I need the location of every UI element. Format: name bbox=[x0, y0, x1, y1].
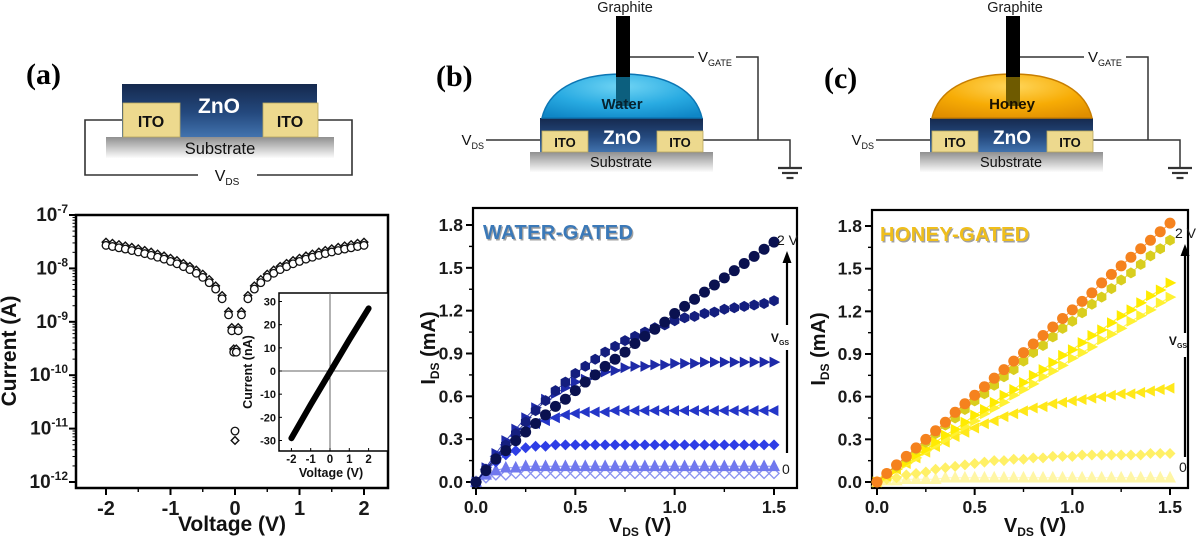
svg-text:0: 0 bbox=[782, 461, 790, 477]
svg-text:0.6: 0.6 bbox=[439, 386, 464, 406]
svg-text:Current (nA): Current (nA) bbox=[241, 335, 255, 409]
svg-text:-2: -2 bbox=[286, 454, 296, 466]
svg-text:-20: -20 bbox=[260, 412, 276, 424]
svg-text:10-9: 10-9 bbox=[36, 309, 68, 333]
svg-text:ITO: ITO bbox=[277, 114, 303, 131]
svg-text:2: 2 bbox=[365, 454, 371, 466]
svg-text:ZnO: ZnO bbox=[198, 95, 240, 118]
panel-c-label: (c) bbox=[824, 62, 858, 95]
svg-text:-1: -1 bbox=[306, 454, 317, 466]
svg-text:10-7: 10-7 bbox=[36, 202, 68, 226]
svg-text:1.5: 1.5 bbox=[439, 258, 464, 278]
honey-gated-title: HONEY-GATED bbox=[880, 224, 1030, 246]
panel-a-label: (a) bbox=[26, 58, 61, 91]
svg-text:Water: Water bbox=[601, 96, 642, 113]
svg-text:ZnO: ZnO bbox=[603, 128, 641, 149]
svg-text:VGATE: VGATE bbox=[1088, 49, 1122, 68]
svg-text:0.0: 0.0 bbox=[439, 472, 464, 492]
svg-text:Substrate: Substrate bbox=[185, 140, 256, 158]
svg-text:Voltage (V): Voltage (V) bbox=[178, 513, 286, 536]
svg-text:0.0: 0.0 bbox=[464, 497, 489, 517]
svg-text:30: 30 bbox=[264, 296, 276, 308]
water-gated-title: WATER-GATED bbox=[483, 222, 634, 244]
device-schematic-water-gated: Graphite Water ZnO ITO ITO Substrate VDS VGATE bbox=[461, 0, 802, 180]
device-schematic-honey-gated: Graphite Honey ZnO ITO ITO Substrate VDS VGATE bbox=[851, 0, 1192, 180]
svg-text:-10: -10 bbox=[260, 389, 276, 401]
svg-text:1: 1 bbox=[346, 454, 353, 466]
device-schematic-two-terminal: ZnO ITO ITO Substrate VDS bbox=[84, 84, 353, 188]
svg-text:0.3: 0.3 bbox=[439, 429, 464, 449]
svg-text:VDS (V): VDS (V) bbox=[1004, 515, 1066, 539]
iv-log-chart: -2 -1 0 1 210-710-810-910-1010-1110-12Voltag… bbox=[0, 202, 390, 536]
svg-text:0.0: 0.0 bbox=[838, 472, 863, 492]
svg-text:2 V: 2 V bbox=[777, 232, 799, 248]
svg-text:VGS: VGS bbox=[1169, 334, 1187, 350]
svg-text:ITO: ITO bbox=[138, 114, 164, 131]
svg-text:Substrate: Substrate bbox=[980, 155, 1042, 171]
honey-gated-output-chart: 0.0 0.5 1.0 1.5 0.0 0.3 0.6 0.9 1.2 1.5 1.8 VDS (V)… bbox=[808, 208, 1197, 539]
water-gated-output-chart: 0.0 0.5 1.0 1.5 0.0 0.3 0.6 0.9 1.2 1.5 1.8 VDS (V)… bbox=[418, 206, 799, 539]
svg-text:ITO: ITO bbox=[1059, 135, 1080, 150]
svg-text:10: 10 bbox=[264, 343, 276, 355]
svg-text:1.5: 1.5 bbox=[838, 259, 863, 279]
svg-text:1: 1 bbox=[294, 498, 305, 520]
svg-text:10-12: 10-12 bbox=[30, 469, 69, 493]
svg-text:Graphite: Graphite bbox=[987, 0, 1043, 16]
svg-text:0.9: 0.9 bbox=[838, 344, 863, 364]
svg-text:0: 0 bbox=[229, 498, 240, 520]
svg-text:ITO: ITO bbox=[669, 135, 690, 150]
svg-text:Substrate: Substrate bbox=[590, 155, 652, 171]
svg-text:0.3: 0.3 bbox=[838, 429, 863, 449]
svg-text:10-10: 10-10 bbox=[30, 362, 69, 386]
svg-text:VDS: VDS bbox=[851, 132, 874, 151]
svg-text:1.8: 1.8 bbox=[838, 216, 863, 236]
svg-text:1.5: 1.5 bbox=[762, 497, 787, 517]
svg-text:VGATE: VGATE bbox=[698, 49, 732, 68]
svg-text:1.0: 1.0 bbox=[1060, 497, 1085, 517]
svg-text:ITO: ITO bbox=[944, 135, 965, 150]
svg-text:0.6: 0.6 bbox=[838, 387, 863, 407]
svg-text:0.0: 0.0 bbox=[865, 497, 890, 517]
svg-text:2: 2 bbox=[358, 498, 369, 520]
svg-text:IDS (mA): IDS (mA) bbox=[808, 312, 832, 385]
svg-text:0.5: 0.5 bbox=[563, 497, 588, 517]
svg-text:VDS: VDS bbox=[215, 168, 240, 188]
svg-text:0.5: 0.5 bbox=[963, 497, 988, 517]
svg-text:1.2: 1.2 bbox=[439, 301, 464, 321]
svg-text:VGS: VGS bbox=[771, 331, 789, 347]
svg-text:Voltage (V): Voltage (V) bbox=[299, 466, 363, 480]
svg-text:VDS: VDS bbox=[461, 132, 484, 151]
svg-text:10-11: 10-11 bbox=[30, 416, 68, 440]
svg-text:0.9: 0.9 bbox=[439, 343, 464, 363]
svg-text:-30: -30 bbox=[260, 436, 276, 448]
svg-text:-1: -1 bbox=[162, 498, 180, 520]
svg-text:1.5: 1.5 bbox=[1158, 497, 1183, 517]
panel-b-label: (b) bbox=[436, 60, 473, 93]
svg-text:Graphite: Graphite bbox=[597, 0, 653, 16]
svg-text:VDS (V): VDS (V) bbox=[609, 515, 671, 539]
svg-text:0: 0 bbox=[270, 366, 276, 378]
svg-text:Current (A): Current (A) bbox=[0, 296, 21, 407]
svg-text:0: 0 bbox=[327, 454, 333, 466]
svg-text:10-8: 10-8 bbox=[36, 255, 68, 279]
svg-text:ITO: ITO bbox=[554, 135, 575, 150]
svg-text:1.2: 1.2 bbox=[838, 301, 863, 321]
svg-text:-2: -2 bbox=[97, 498, 115, 520]
svg-text:ZnO: ZnO bbox=[993, 128, 1031, 149]
svg-text:IDS (mA): IDS (mA) bbox=[418, 311, 442, 384]
svg-text:Honey: Honey bbox=[989, 96, 1036, 113]
svg-text:2 V: 2 V bbox=[1175, 225, 1197, 241]
svg-text:1.8: 1.8 bbox=[439, 215, 464, 235]
svg-text:0: 0 bbox=[1179, 459, 1187, 475]
svg-text:20: 20 bbox=[264, 320, 276, 332]
svg-text:1.0: 1.0 bbox=[663, 497, 688, 517]
